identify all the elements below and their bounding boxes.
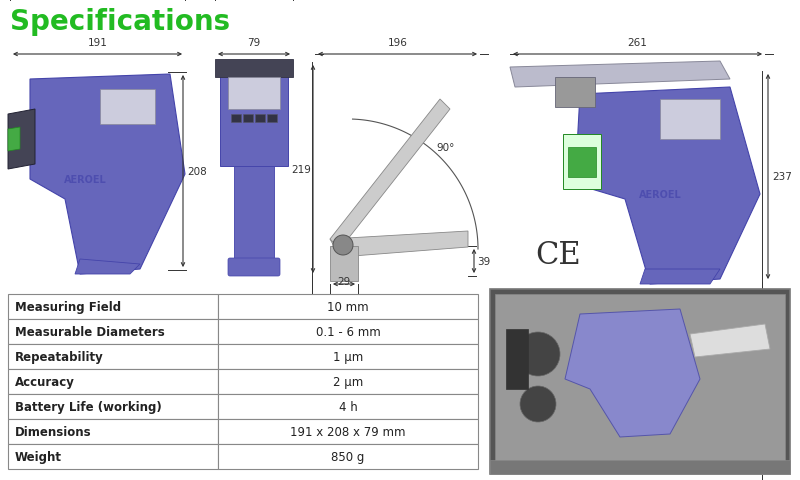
Polygon shape [30,75,185,275]
Text: 208: 208 [187,167,206,177]
FancyBboxPatch shape [218,394,478,419]
Text: 79: 79 [247,38,261,48]
Text: 191 x 208 x 79 mm: 191 x 208 x 79 mm [290,425,406,438]
FancyBboxPatch shape [8,444,218,469]
Text: 219: 219 [291,165,311,175]
FancyBboxPatch shape [8,294,218,319]
FancyBboxPatch shape [228,258,280,276]
FancyBboxPatch shape [495,294,785,464]
Text: 196: 196 [387,38,407,48]
FancyBboxPatch shape [8,344,218,369]
Text: Measuring Field: Measuring Field [15,300,121,313]
Text: CE: CE [535,239,581,270]
Text: 39: 39 [477,256,490,266]
Circle shape [333,236,353,255]
FancyBboxPatch shape [8,369,218,394]
Text: 261: 261 [627,38,647,48]
Polygon shape [510,62,730,88]
FancyBboxPatch shape [330,247,358,281]
FancyBboxPatch shape [8,319,218,344]
Text: 1 μm: 1 μm [333,350,363,363]
FancyBboxPatch shape [8,419,218,444]
FancyBboxPatch shape [218,319,478,344]
Polygon shape [8,128,20,152]
Polygon shape [330,100,450,250]
Polygon shape [575,88,760,285]
Text: 191: 191 [87,38,107,48]
FancyBboxPatch shape [234,167,274,266]
Text: 850 g: 850 g [331,450,365,463]
Polygon shape [75,260,140,275]
FancyBboxPatch shape [218,294,478,319]
Text: 0.1 - 6 mm: 0.1 - 6 mm [316,325,380,338]
FancyBboxPatch shape [568,148,596,178]
Text: Specifications: Specifications [10,8,230,36]
Text: 2 μm: 2 μm [333,375,363,388]
Text: Accuracy: Accuracy [15,375,75,388]
Text: AEROEL: AEROEL [638,190,682,200]
Text: AEROEL: AEROEL [64,175,106,185]
FancyBboxPatch shape [8,394,218,419]
FancyBboxPatch shape [220,72,288,167]
FancyBboxPatch shape [218,419,478,444]
Circle shape [516,332,560,376]
Text: 10 mm: 10 mm [327,300,369,313]
FancyBboxPatch shape [555,78,595,108]
Polygon shape [330,231,468,257]
FancyBboxPatch shape [100,90,155,125]
FancyBboxPatch shape [243,115,253,123]
FancyBboxPatch shape [215,60,293,78]
Text: Dimensions: Dimensions [15,425,92,438]
Polygon shape [640,269,720,285]
Circle shape [520,386,556,422]
FancyBboxPatch shape [506,329,528,389]
Polygon shape [690,324,770,357]
FancyBboxPatch shape [228,78,280,110]
Text: 29: 29 [338,276,350,287]
FancyBboxPatch shape [267,115,277,123]
FancyBboxPatch shape [218,444,478,469]
Text: Battery Life (working): Battery Life (working) [15,400,162,413]
FancyBboxPatch shape [231,115,241,123]
Text: 237: 237 [772,172,792,182]
Text: Repeatability: Repeatability [15,350,104,363]
FancyBboxPatch shape [563,135,601,190]
Polygon shape [565,309,700,437]
FancyBboxPatch shape [218,369,478,394]
FancyBboxPatch shape [490,289,790,474]
Polygon shape [8,110,35,169]
FancyBboxPatch shape [490,460,790,474]
Text: 90°: 90° [436,143,454,153]
Text: 4 h: 4 h [338,400,358,413]
FancyBboxPatch shape [218,344,478,369]
FancyBboxPatch shape [660,100,720,140]
FancyBboxPatch shape [255,115,265,123]
Text: Weight: Weight [15,450,62,463]
Text: Measurable Diameters: Measurable Diameters [15,325,165,338]
